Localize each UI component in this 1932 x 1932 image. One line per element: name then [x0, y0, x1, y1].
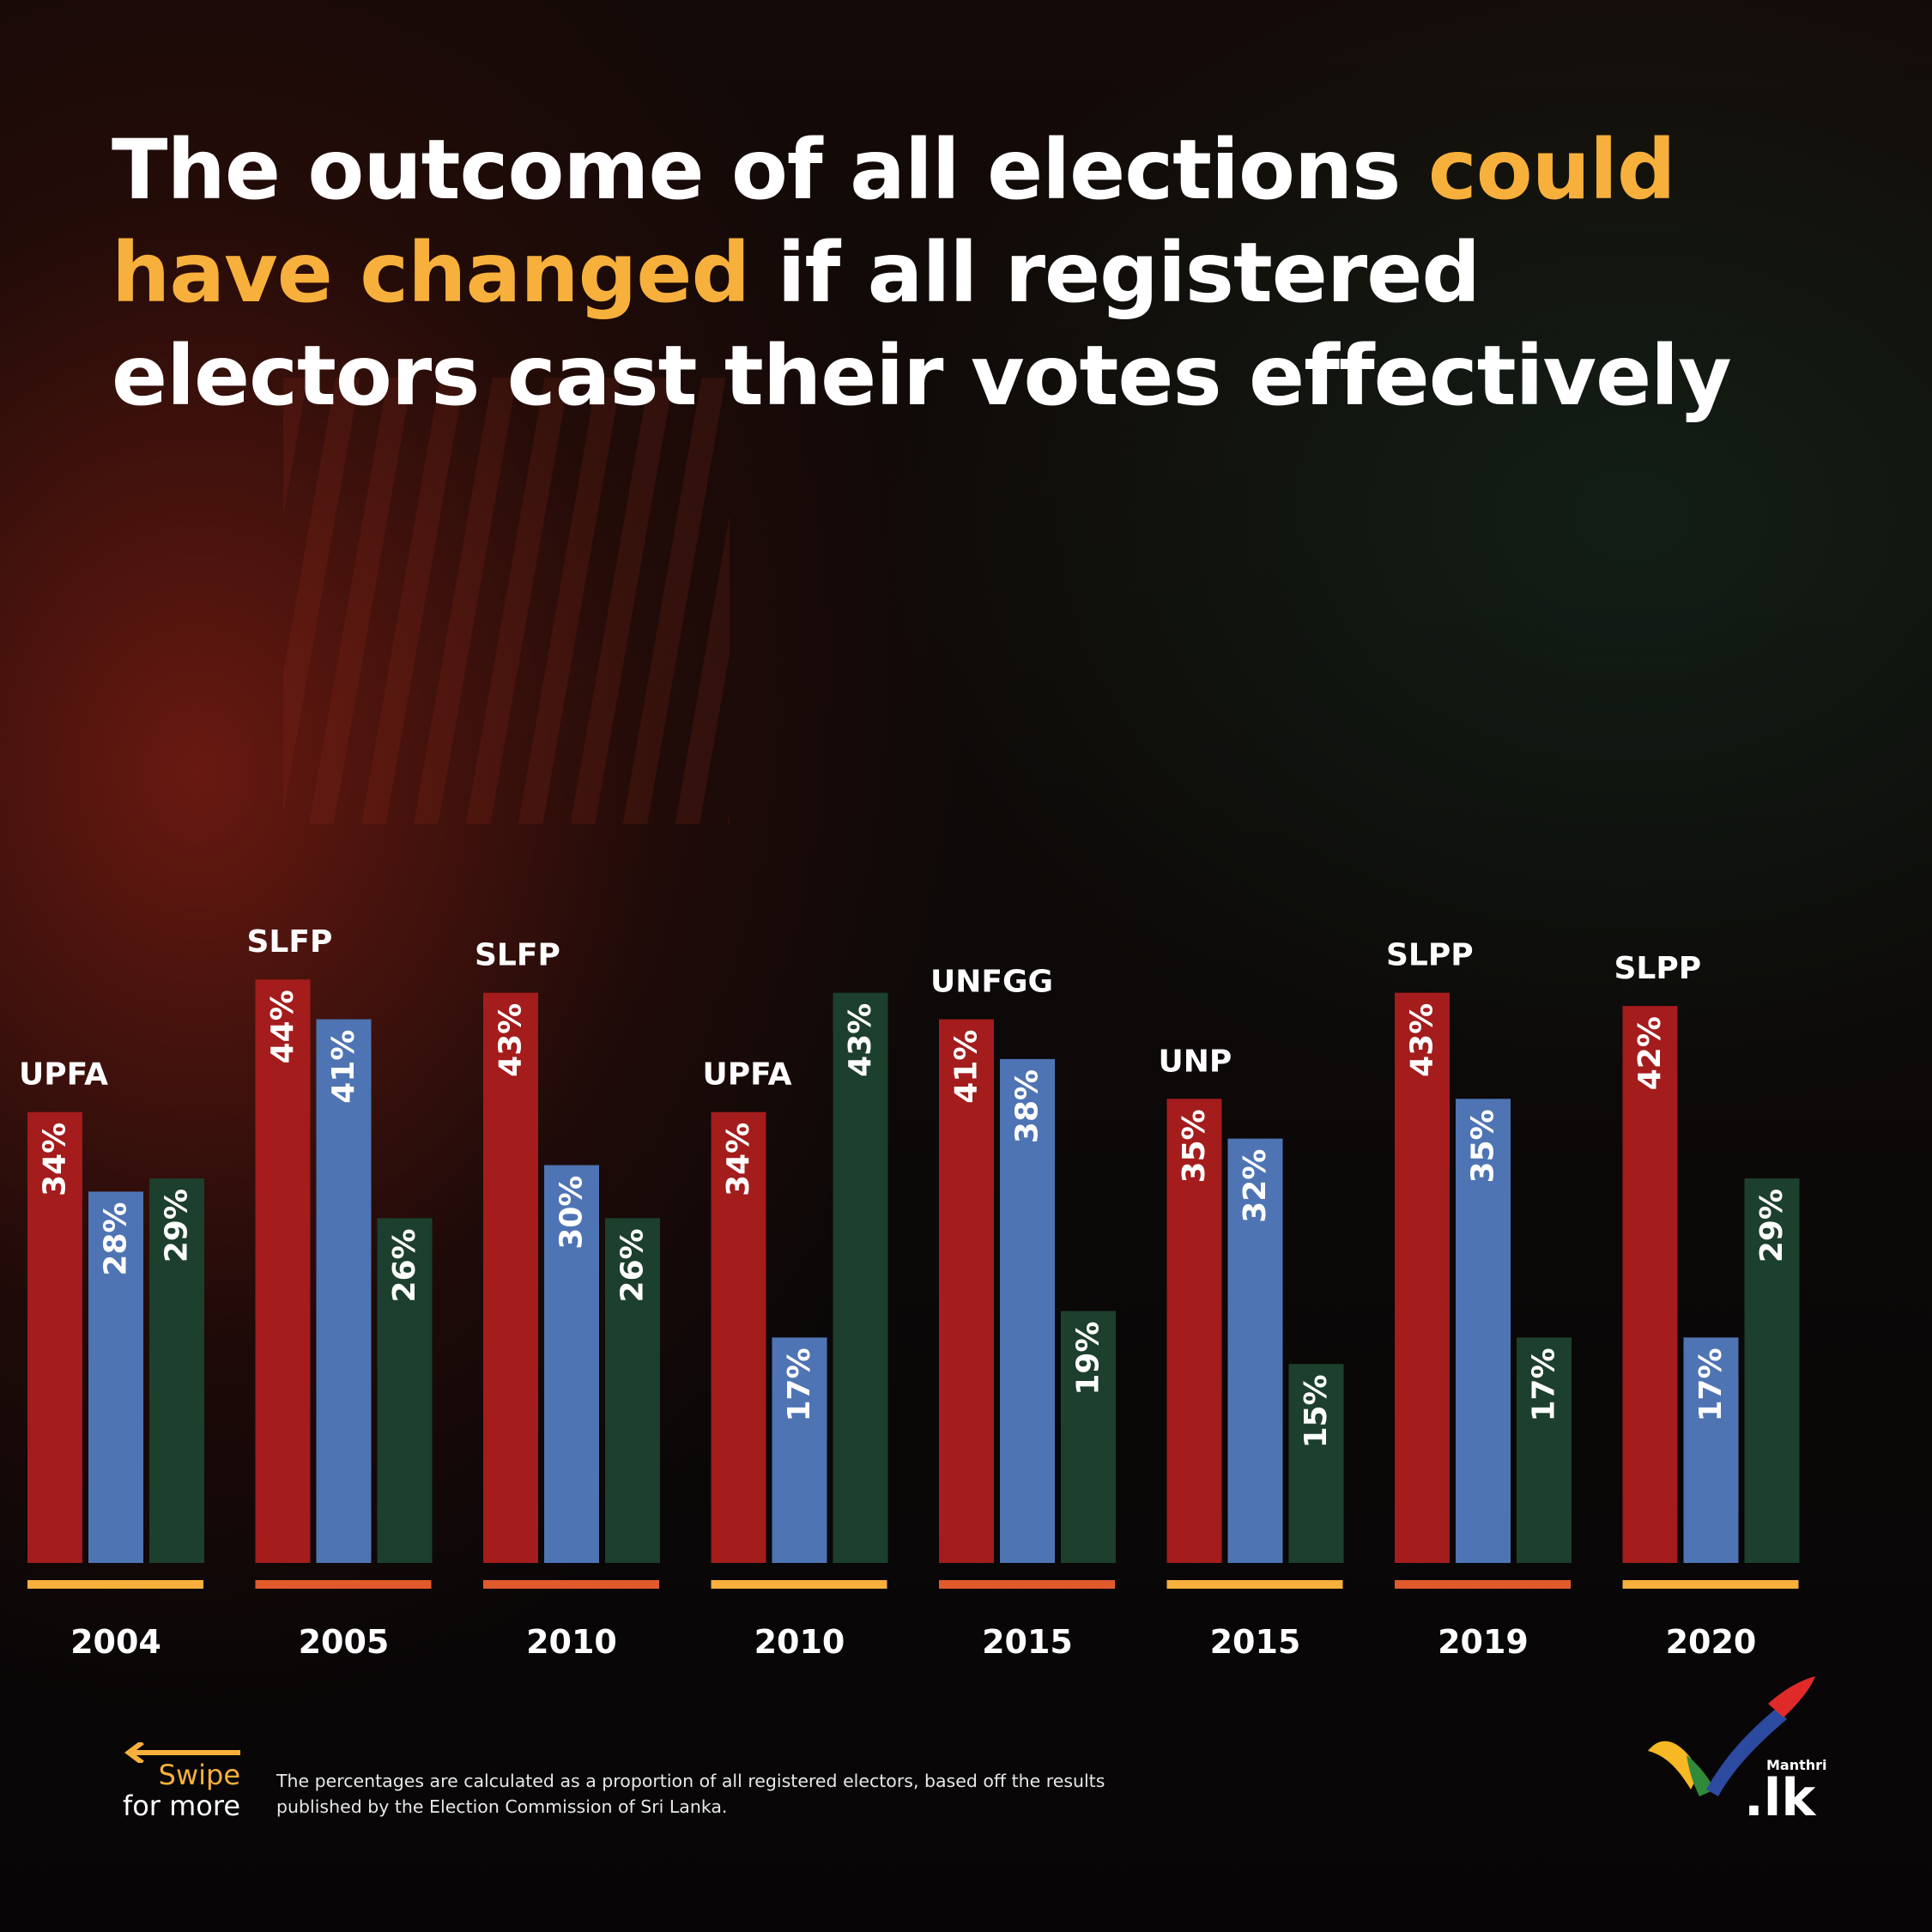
bar-series3-group8 — [1744, 1178, 1800, 1563]
arrow-left-icon — [124, 1742, 240, 1763]
bar-series2-group1 — [88, 1191, 143, 1563]
category-label: 2004 — [70, 1623, 161, 1661]
category-label: 2010 — [526, 1623, 617, 1661]
headline-part1: The outcome of all elections — [112, 122, 1428, 218]
bar-series1-group5 — [939, 1019, 994, 1563]
bar-value-label: 29% — [1754, 1189, 1790, 1263]
headline-highlight2: have changed — [112, 225, 750, 321]
headline-highlight1: could — [1427, 122, 1676, 218]
category-underline — [711, 1580, 887, 1589]
bar-value-label: 26% — [615, 1228, 651, 1302]
bar-value-label: 15% — [1299, 1374, 1334, 1448]
bar-value-label: 43% — [1405, 1003, 1440, 1077]
headline-part2: if all registered — [749, 225, 1481, 321]
winner-label: UPFA — [19, 1057, 108, 1093]
bar-series1-group3 — [483, 992, 538, 1563]
logo-big-text: .lk — [1744, 1768, 1816, 1828]
bar-value-label: 30% — [554, 1176, 590, 1250]
category-underline — [27, 1580, 203, 1589]
category-label: 2015 — [982, 1623, 1073, 1661]
winner-label: SLPP — [1386, 938, 1474, 973]
bar-value-label: 17% — [782, 1348, 817, 1421]
bar-value-label: 17% — [1693, 1348, 1729, 1421]
footnote-line2: published by the Election Commission of … — [276, 1796, 728, 1817]
bar-series1-group6 — [1166, 1099, 1222, 1563]
swipe-line1: Swipe — [158, 1759, 240, 1791]
bar-series2-group2 — [316, 1019, 372, 1563]
swipe-text: Swipe for more — [103, 1759, 240, 1821]
swipe-line2: for more — [122, 1790, 240, 1822]
category-underline — [939, 1580, 1115, 1589]
bar-value-label: 43% — [843, 1003, 878, 1077]
category-underline — [483, 1580, 659, 1589]
bar-value-label: 42% — [1632, 1016, 1668, 1090]
bar-value-label: 29% — [160, 1189, 195, 1263]
bar-series2-group8 — [1683, 1337, 1739, 1563]
winner-label: SLFP — [475, 938, 560, 973]
bar-series1-group8 — [1622, 1006, 1678, 1563]
bar-value-label: 41% — [326, 1030, 361, 1104]
bar-series3-group4 — [833, 992, 888, 1563]
category-underline — [255, 1580, 432, 1589]
bar-value-label: 41% — [949, 1030, 984, 1104]
category-underline — [1395, 1580, 1571, 1589]
bar-value-label: 34% — [721, 1123, 756, 1196]
footnote: The percentages are calculated as a prop… — [276, 1768, 1220, 1820]
bar-series1-group7 — [1395, 992, 1450, 1563]
bar-value-label: 38% — [1010, 1069, 1045, 1143]
winner-label: SLPP — [1614, 951, 1702, 986]
bar-series3-group5 — [1061, 1311, 1116, 1563]
bar-value-label: 26% — [387, 1228, 422, 1302]
bar-series2-group3 — [544, 1165, 599, 1563]
category-underline — [1622, 1580, 1799, 1589]
bar-value-label: 34% — [38, 1123, 73, 1196]
bar-series3-group3 — [605, 1218, 660, 1563]
bar-series2-group6 — [1227, 1138, 1283, 1563]
bar-series3-group2 — [377, 1218, 433, 1563]
footnote-line1: The percentages are calculated as a prop… — [276, 1771, 1105, 1791]
category-label: 2019 — [1438, 1623, 1529, 1661]
headline-line3: electors cast their votes effectively — [112, 328, 1732, 424]
headline: The outcome of all elections could have … — [112, 118, 1828, 427]
winner-label: UNFGG — [930, 965, 1053, 1000]
bar-value-label: 28% — [99, 1202, 134, 1275]
winner-label: UPFA — [703, 1057, 792, 1093]
bar-series2-group5 — [1000, 1058, 1055, 1563]
category-label: 2015 — [1210, 1623, 1301, 1661]
bar-value-label: 44% — [265, 990, 300, 1063]
bar-series2-group4 — [772, 1337, 827, 1563]
bar-series3-group1 — [149, 1178, 204, 1563]
bar-series1-group4 — [711, 1111, 766, 1563]
bar-value-label: 32% — [1238, 1149, 1273, 1223]
swipe-hint[interactable]: Swipe for more — [103, 1742, 240, 1821]
bar-value-label: 35% — [1177, 1109, 1212, 1183]
bar-series3-group6 — [1288, 1364, 1344, 1563]
bar-value-label: 43% — [494, 1003, 529, 1077]
bar-series1-group1 — [27, 1111, 82, 1563]
bar-series2-group7 — [1456, 1099, 1511, 1563]
bar-series3-group7 — [1517, 1337, 1572, 1563]
category-label: 2005 — [299, 1623, 390, 1661]
bar-value-label: 19% — [1071, 1321, 1106, 1395]
bar-series1-group2 — [255, 979, 311, 1563]
logo-small-text: Manthri — [1766, 1757, 1827, 1773]
category-label: 2020 — [1666, 1623, 1757, 1661]
winner-label: SLFP — [247, 924, 333, 960]
winner-label: UNP — [1159, 1044, 1232, 1079]
background-stripes — [283, 378, 730, 824]
bar-value-label: 35% — [1466, 1109, 1501, 1183]
category-label: 2010 — [754, 1623, 845, 1661]
category-underline — [1166, 1580, 1343, 1589]
checkmark-logo-icon — [1648, 1676, 1815, 1796]
bar-value-label: 17% — [1527, 1348, 1562, 1421]
